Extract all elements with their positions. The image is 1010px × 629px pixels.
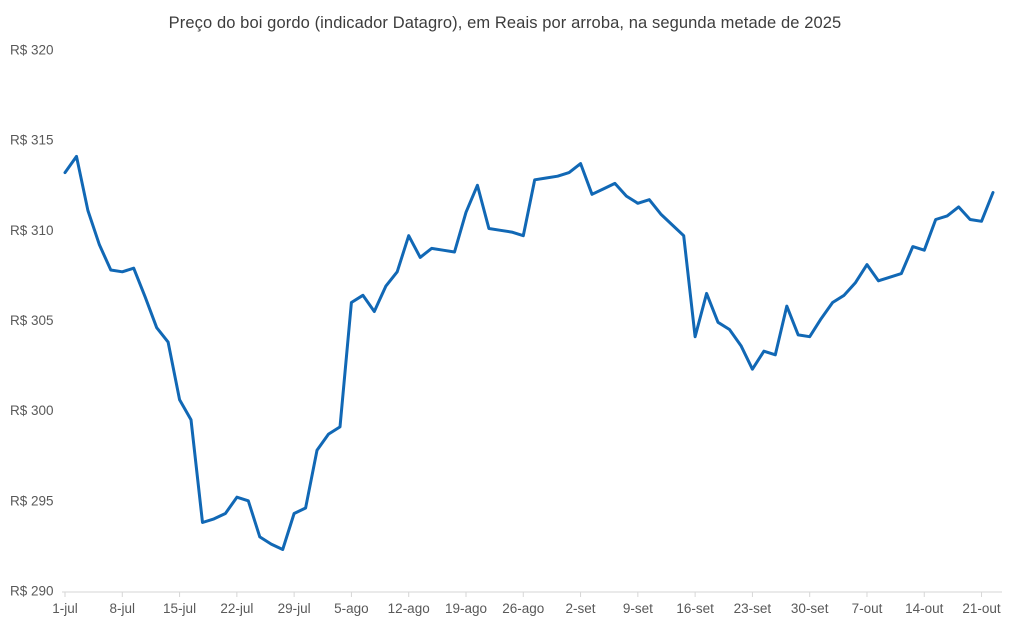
x-tick-label: 21-out: [962, 601, 1001, 616]
x-tick-label: 30-set: [791, 601, 829, 616]
x-tick-label: 26-ago: [502, 601, 544, 616]
x-tick-label: 15-jul: [163, 601, 196, 616]
y-tick-label: R$ 305: [10, 313, 54, 328]
x-tick-label: 12-ago: [388, 601, 430, 616]
y-tick-label: R$ 310: [10, 223, 54, 238]
x-axis-ticks: [64, 592, 983, 597]
y-tick-label: R$ 320: [10, 43, 54, 58]
y-tick-label: R$ 295: [10, 493, 54, 508]
y-tick-label: R$ 315: [10, 133, 54, 148]
x-tick-label: 1-jul: [52, 601, 78, 616]
x-axis-labels: 1-jul 8-jul 15-jul 22-jul 29-jul 5-ago 12-ago 1…: [52, 601, 1001, 616]
price-line-series: [63, 154, 995, 551]
x-tick-label: 7-out: [852, 601, 883, 616]
x-tick-label: 9-set: [623, 601, 653, 616]
x-tick-label: 29-jul: [278, 601, 311, 616]
x-tick-label: 14-out: [905, 601, 944, 616]
y-axis-labels: R$ 290 R$ 295 R$ 300 R$ 305 R$ 310 R$ 315 R$ 3…: [10, 43, 54, 599]
x-tick-label: 5-ago: [334, 601, 369, 616]
x-tick-label: 22-jul: [220, 601, 253, 616]
y-tick-label: R$ 290: [10, 584, 54, 599]
x-tick-label: 23-set: [734, 601, 772, 616]
x-tick-label: 2-set: [566, 601, 596, 616]
x-tick-label: 16-set: [676, 601, 714, 616]
y-tick-label: R$ 300: [10, 403, 54, 418]
chart-title: Preço do boi gordo (indicador Datagro), …: [168, 14, 842, 32]
x-tick-label: 19-ago: [445, 601, 487, 616]
x-tick-label: 8-jul: [110, 601, 136, 616]
